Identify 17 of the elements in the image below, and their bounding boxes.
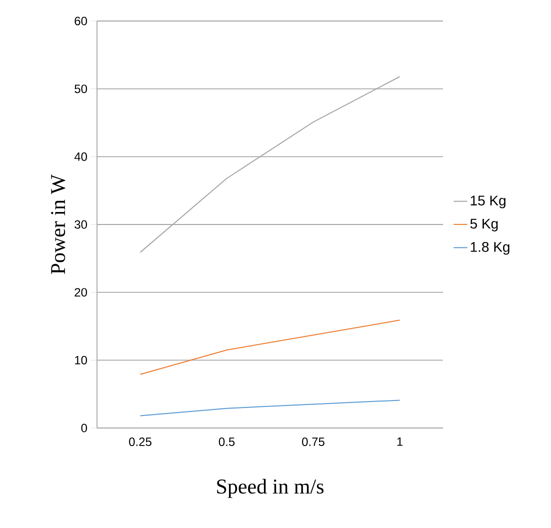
line-series: [140, 76, 400, 253]
y-tick-label: 30: [74, 220, 88, 229]
x-tick-label: 1: [397, 438, 402, 446]
legend-label: 15 Kg: [470, 196, 506, 208]
y-axis-title: Power in W: [51, 174, 66, 274]
x-tick-label: 0.25: [129, 438, 152, 446]
y-tick-label: 20: [74, 288, 88, 297]
y-tick-label: 40: [74, 152, 88, 161]
y-tick-label: 10: [75, 356, 88, 364]
legend-label: 5 Kg: [470, 218, 498, 232]
y-tick-label: 60: [74, 16, 88, 26]
legend-label: 1.8 Kg: [470, 242, 510, 255]
x-tick-label: 0.75: [302, 438, 324, 446]
x-axis-title: Speed in m/s: [217, 478, 324, 498]
y-tick-label: 50: [74, 84, 88, 94]
x-tick-label: 0.5: [218, 438, 235, 446]
y-tick-label: 0: [81, 424, 88, 432]
